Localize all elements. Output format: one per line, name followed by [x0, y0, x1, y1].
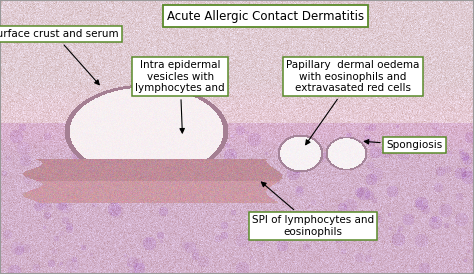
Text: Papillary  dermal oedema
with eosinophils and
extravasated red cells: Papillary dermal oedema with eosinophils…	[286, 60, 420, 145]
Text: Acute Allergic Contact Dermatitis: Acute Allergic Contact Dermatitis	[167, 10, 364, 22]
Text: Intra epidermal
vesicles with
lymphocytes and: Intra epidermal vesicles with lymphocyte…	[135, 60, 225, 133]
Text: Spongiosis: Spongiosis	[364, 139, 443, 150]
Text: Surface crust and serum: Surface crust and serum	[0, 29, 119, 85]
Text: SPI of lymphocytes and
eosinophils: SPI of lymphocytes and eosinophils	[252, 182, 374, 237]
